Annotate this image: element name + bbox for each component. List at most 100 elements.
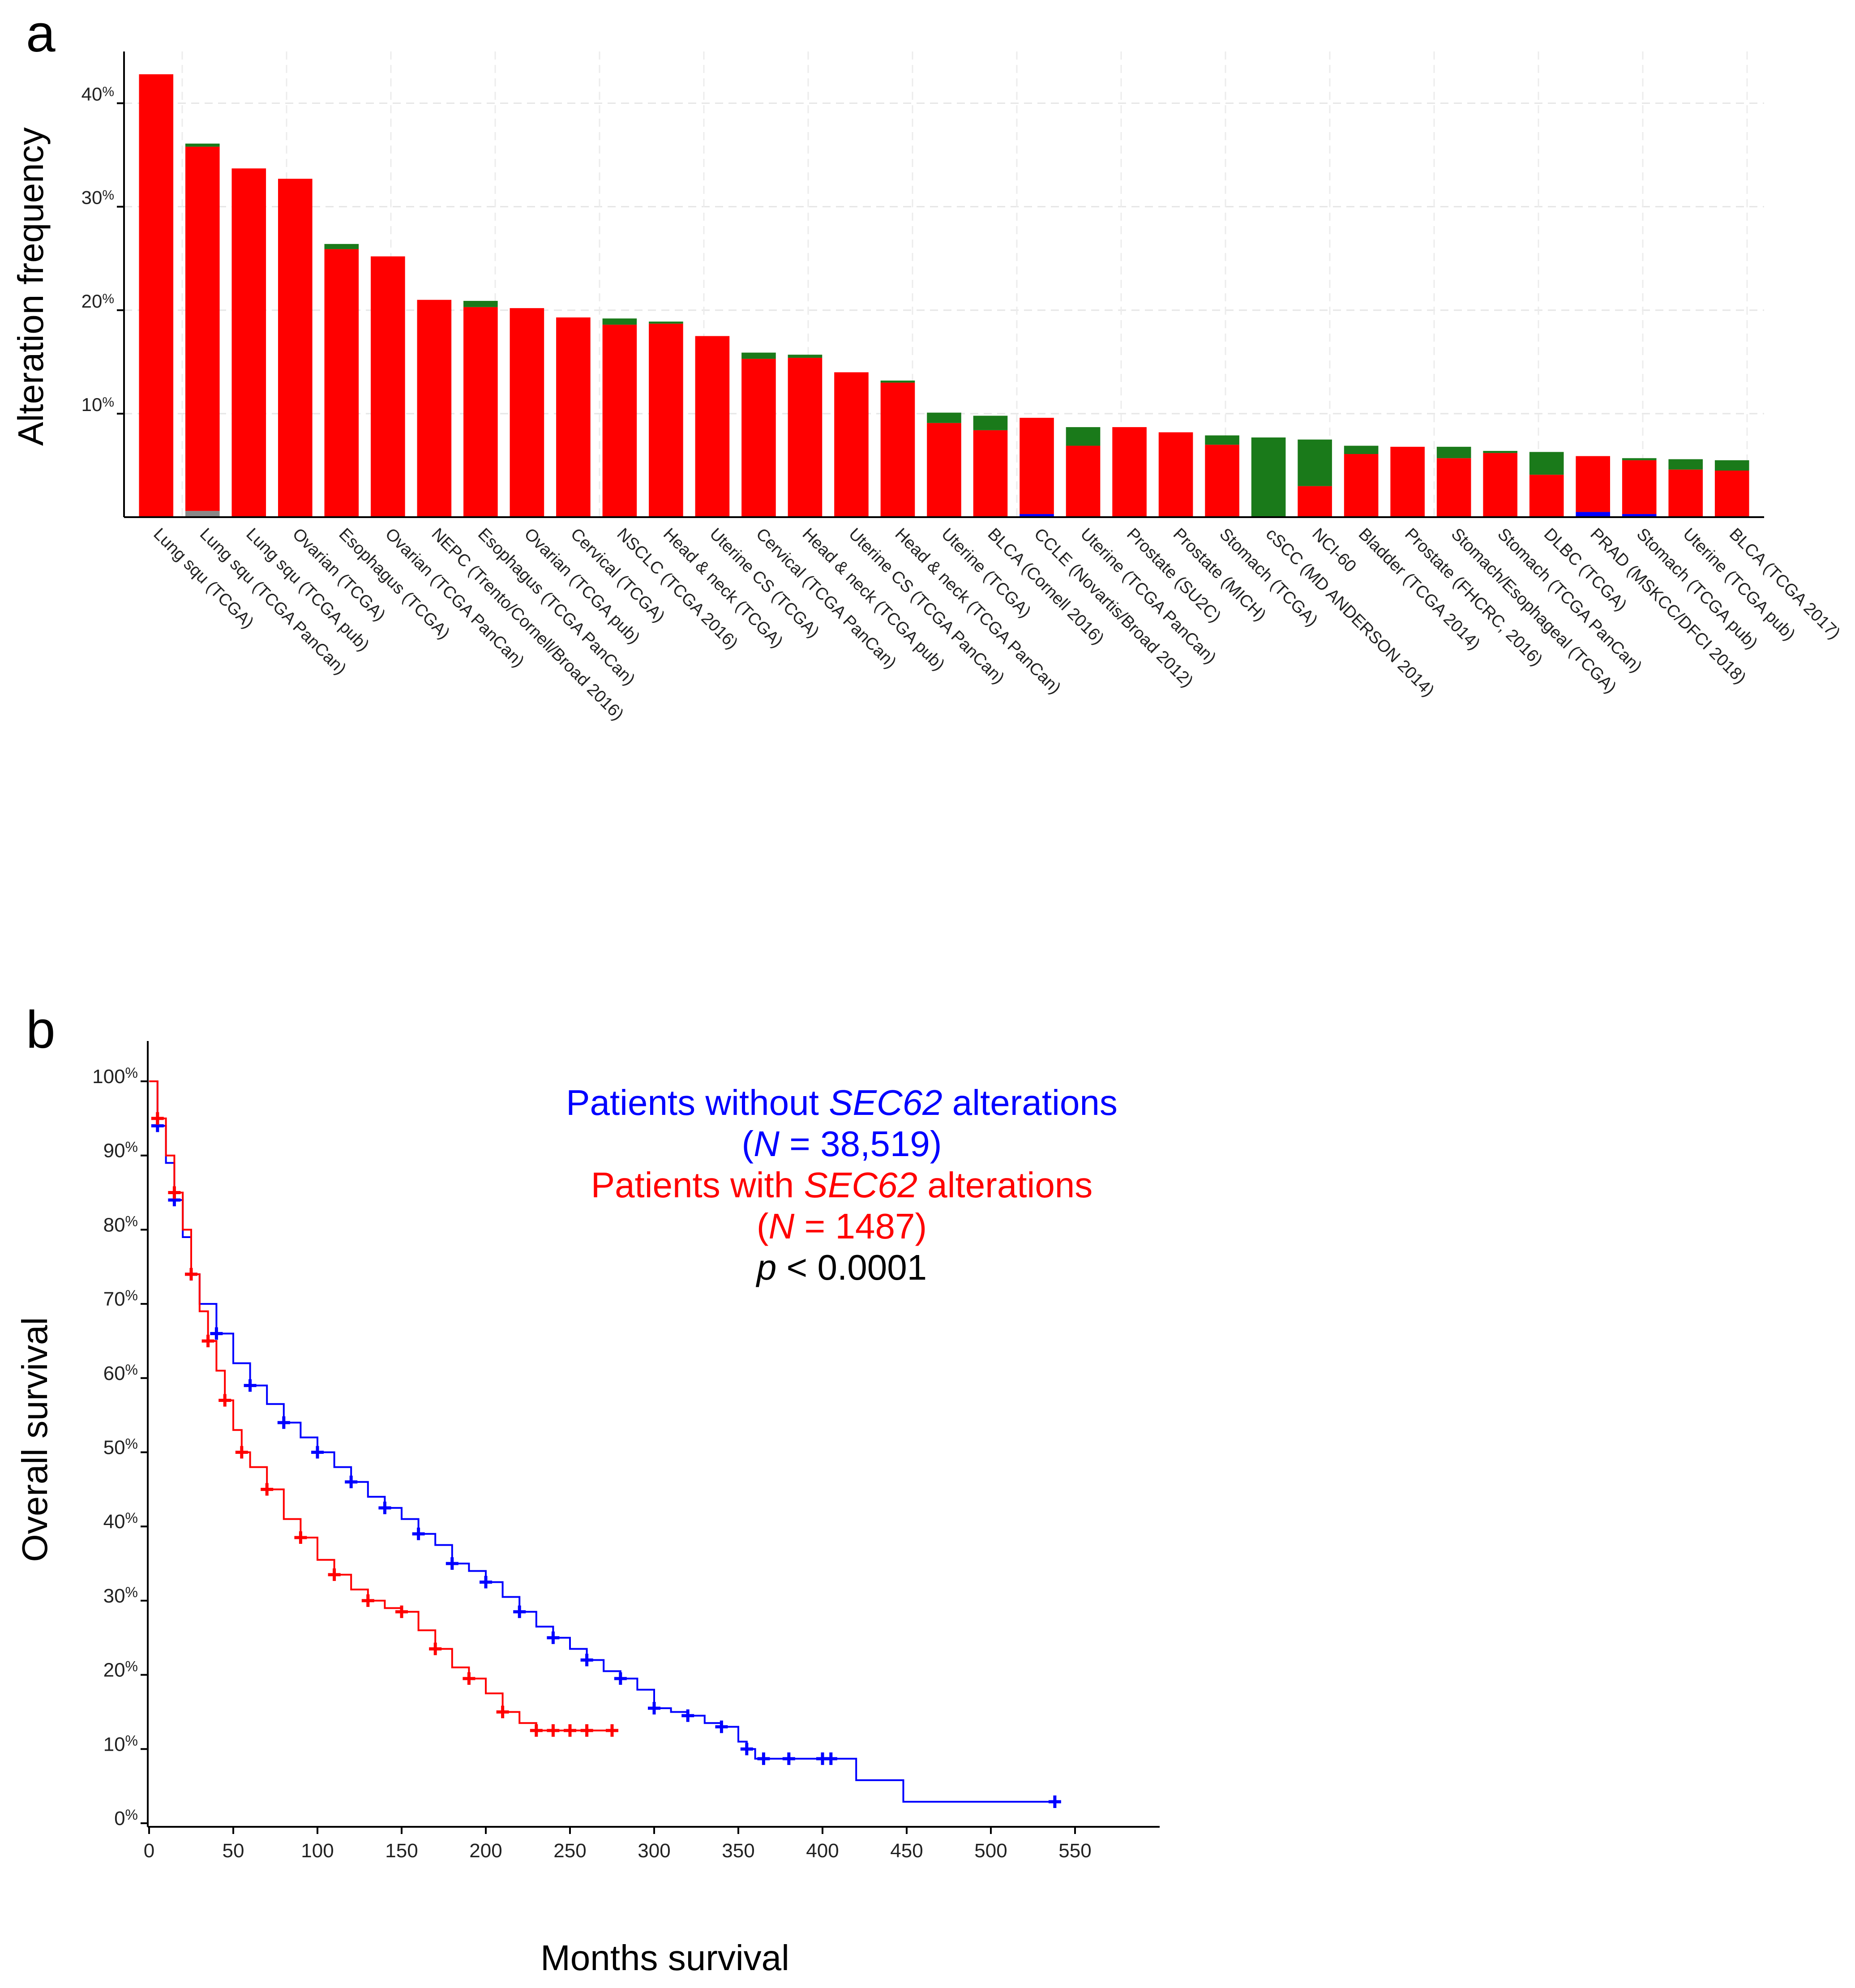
bar-segment-deletion — [880, 380, 915, 383]
censor-mark — [496, 1705, 509, 1718]
y-tick-label: 30% — [81, 187, 114, 208]
censor-mark — [244, 1379, 257, 1392]
y-tick-label: 90% — [103, 1139, 138, 1162]
bar-segment-deletion — [1298, 439, 1332, 486]
censor-mark — [235, 1446, 248, 1459]
x-tick-label: 350 — [722, 1840, 754, 1862]
survival-curve — [149, 1080, 1055, 1803]
bar-segment-deletion — [463, 300, 498, 307]
censor-mark — [361, 1594, 374, 1607]
x-tick-label: 100 — [301, 1840, 334, 1862]
survival-curve — [149, 1080, 612, 1731]
censor-mark — [168, 1186, 181, 1199]
bar-segment-deletion — [1205, 435, 1239, 445]
censor-mark — [824, 1752, 837, 1765]
bar-segment-deletion — [1436, 446, 1471, 458]
bar-segment-amplification — [927, 423, 961, 517]
panel-b-label: b — [26, 1000, 56, 1059]
bar-segment-amplification — [139, 74, 174, 517]
bar-segment-deletion — [973, 416, 1008, 430]
bar-segment-deletion — [1668, 459, 1703, 470]
bar-segment-amplification — [880, 382, 915, 517]
bar-segment-amplification — [1298, 486, 1332, 517]
censor-mark — [740, 1743, 753, 1756]
censor-mark — [446, 1557, 458, 1570]
bar-segment-amplification — [695, 336, 730, 517]
bar-segment-deletion — [1529, 452, 1564, 475]
x-tick-label: 400 — [806, 1840, 839, 1862]
bar-segment-amplification — [1714, 471, 1749, 517]
bar-segment-amplification — [649, 323, 683, 517]
bar-segment-deletion — [185, 143, 220, 147]
bar-segment-deletion — [788, 355, 823, 358]
bar-segment-amplification — [1112, 427, 1147, 517]
x-tick-label: 200 — [469, 1840, 502, 1862]
panel-b-survival-chart: b 0% 10% 20% 30% 40% 50% 60% 70% 80% 90% 100% 0 50 1… — [15, 1000, 1160, 1978]
censor-mark — [1048, 1795, 1061, 1808]
censor-mark — [210, 1327, 223, 1340]
bar-segment-amplification — [510, 308, 544, 517]
panel-a-x-tick-labels: Lung squ (TCGA)Lung squ (TCGA PanCan)Lun… — [150, 525, 1844, 724]
panel-b-x-axis-label: Months survival — [540, 1938, 789, 1978]
bar-segment-amplification — [231, 168, 266, 518]
bar-segment-deletion — [1344, 446, 1379, 454]
x-tick-label: 250 — [553, 1840, 586, 1862]
x-tick-label: Head & neck (TCGA PanCan) — [891, 525, 1065, 698]
bar-segment-deletion — [649, 321, 683, 324]
bar-segment-deletion — [1483, 451, 1517, 453]
bar-segment-mutation — [1576, 512, 1611, 517]
panel-a-bar-chart: a 10% 20% 30% 40% Lung squ (TCGA)Lung squ (… — [11, 4, 1844, 724]
bar-segment-deletion — [741, 352, 776, 359]
bar-segment-amplification — [1205, 445, 1239, 517]
bar-segment-amplification — [1066, 446, 1101, 517]
bar-segment-amplification — [1668, 469, 1703, 517]
censor-mark — [681, 1709, 694, 1722]
bar-segment-deletion — [1714, 460, 1749, 471]
censor-mark — [757, 1752, 770, 1765]
y-tick-label: 40% — [103, 1510, 138, 1533]
bar-segment-mutation — [1020, 514, 1054, 517]
censor-mark — [715, 1720, 728, 1733]
censor-mark — [606, 1724, 618, 1737]
y-tick-label: 60% — [103, 1362, 138, 1384]
censor-mark — [185, 1268, 197, 1281]
bar-segment-amplification — [324, 249, 359, 517]
bar-segment-amplification — [1158, 432, 1193, 517]
bar-segment-amplification — [371, 256, 405, 517]
annotation-line: Patients without SEC62 alterations — [566, 1083, 1118, 1123]
bar-segment-amplification — [788, 358, 823, 517]
bar-segment-amplification — [556, 317, 591, 517]
x-tick-label: cSCC (MD ANDERSON 2014) — [1262, 525, 1438, 701]
censor-mark — [395, 1605, 408, 1618]
bar-segment-deletion — [1066, 427, 1101, 446]
x-tick-label: 150 — [385, 1840, 418, 1862]
annotation-line: (N = 38,519) — [742, 1124, 942, 1164]
censor-mark — [345, 1475, 358, 1488]
censor-mark — [547, 1724, 560, 1737]
panel-b-annotations: Patients without SEC62 alterations(N = 3… — [566, 1083, 1118, 1287]
censor-mark — [277, 1416, 290, 1429]
bar-segment-amplification — [741, 359, 776, 517]
panel-b-x-ticks: 0 50 100 150 200 250 300 350 400 450 500 550 — [144, 1827, 1092, 1862]
censor-mark — [201, 1334, 214, 1347]
bar-segment-amplification — [278, 179, 313, 517]
bar-segment-mutation — [1622, 514, 1657, 517]
y-tick-label: 0% — [114, 1807, 138, 1829]
y-tick-label: 100% — [92, 1065, 138, 1088]
bar-segment-amplification — [973, 430, 1008, 517]
censor-mark — [564, 1724, 576, 1737]
panel-b-y-axis-label: Overall survival — [15, 1317, 55, 1562]
annotation-line: p < 0.0001 — [756, 1247, 927, 1287]
x-tick-label: 50 — [223, 1840, 244, 1862]
censor-mark — [218, 1394, 231, 1407]
censor-mark — [547, 1631, 560, 1644]
y-tick-label: 10% — [103, 1732, 138, 1755]
y-tick-label: 80% — [103, 1213, 138, 1236]
bar-segment-amplification — [417, 300, 452, 517]
censor-mark — [648, 1702, 660, 1715]
annotation-line: (N = 1487) — [757, 1206, 927, 1246]
bar-segment-amplification — [834, 372, 869, 517]
bar-segment-deletion — [602, 318, 637, 325]
panel-b-curves — [149, 1080, 1061, 1808]
censor-mark — [261, 1483, 274, 1496]
